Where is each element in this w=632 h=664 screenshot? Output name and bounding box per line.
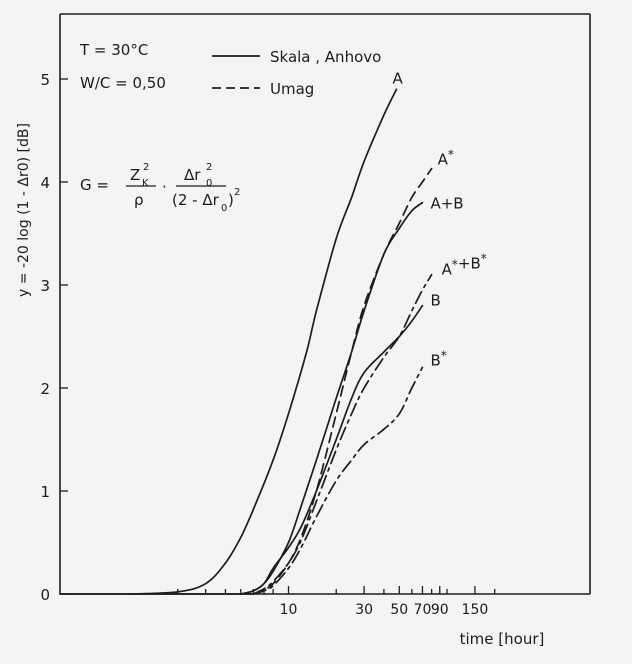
series-line-B — [239, 304, 424, 595]
x-axis: 10 30 50 70 90 150 — [177, 586, 496, 618]
series-label: B — [430, 292, 440, 310]
y-tick-label: 5 — [40, 71, 50, 89]
formula-annotation: G = Z K 2 ρ · Δr 0 2 (2 - Δr 0 ) 2 — [80, 162, 240, 214]
formula-den-sub: 0 — [221, 203, 227, 214]
y-tick-label: 0 — [40, 586, 50, 604]
formula-num-sup: 2 — [206, 162, 212, 173]
series-line-A — [129, 88, 398, 595]
formula-zk-sub: K — [142, 178, 149, 189]
x-tick-label: 70 — [414, 602, 432, 618]
series-label: A*+B* — [442, 252, 487, 279]
x-tick-label: 90 — [431, 602, 449, 618]
formula-dot: · — [162, 178, 167, 196]
y-tick-label: 2 — [40, 380, 50, 398]
series-label: A+B — [430, 195, 463, 213]
series-line-B — [252, 366, 424, 595]
formula-zk: Z — [130, 166, 140, 184]
series-curves — [59, 88, 433, 595]
x-tick-label: 50 — [390, 602, 408, 618]
series-line-A-B — [252, 273, 433, 595]
series-label: A — [392, 69, 403, 87]
series-line-A-B — [239, 201, 424, 595]
formula-den-end: ) — [228, 191, 234, 209]
temperature-annotation: T = 30°C — [79, 41, 148, 59]
y-tick-label: 1 — [40, 483, 50, 501]
y-tick-label: 4 — [40, 174, 50, 192]
legend-entry-umag: Umag — [270, 80, 314, 98]
formula-num-sub: 0 — [206, 178, 212, 189]
legend-entry-skala: Skala , Anhovo — [270, 48, 381, 66]
x-tick-label: 10 — [280, 602, 298, 618]
x-tick-label: 30 — [355, 602, 373, 618]
formula-den-sup: 2 — [234, 187, 240, 198]
legend: Skala , Anhovo Umag — [212, 48, 381, 98]
formula-zk-sup: 2 — [143, 162, 149, 173]
formula-lhs: G = — [80, 176, 109, 194]
x-tick-label: 150 — [462, 602, 489, 618]
formula-num: Δr — [184, 166, 201, 184]
formula-rho: ρ — [134, 191, 144, 209]
y-tick-label: 3 — [40, 277, 50, 295]
series-labels: A A* A+B A*+B*B B* — [392, 69, 486, 369]
x-axis-label: time [hour] — [460, 630, 545, 648]
series-label: B* — [430, 348, 446, 369]
formula-den: (2 - Δr — [172, 191, 220, 209]
series-label: A* — [438, 148, 454, 169]
plot-frame — [59, 13, 591, 595]
y-axis: 0 1 2 3 4 5 — [40, 71, 68, 604]
series-line-A — [252, 167, 433, 595]
wc-ratio-annotation: W/C = 0,50 — [80, 74, 166, 92]
y-axis-label: y = -20 log (1 - Δr0) [dB] — [16, 123, 32, 297]
